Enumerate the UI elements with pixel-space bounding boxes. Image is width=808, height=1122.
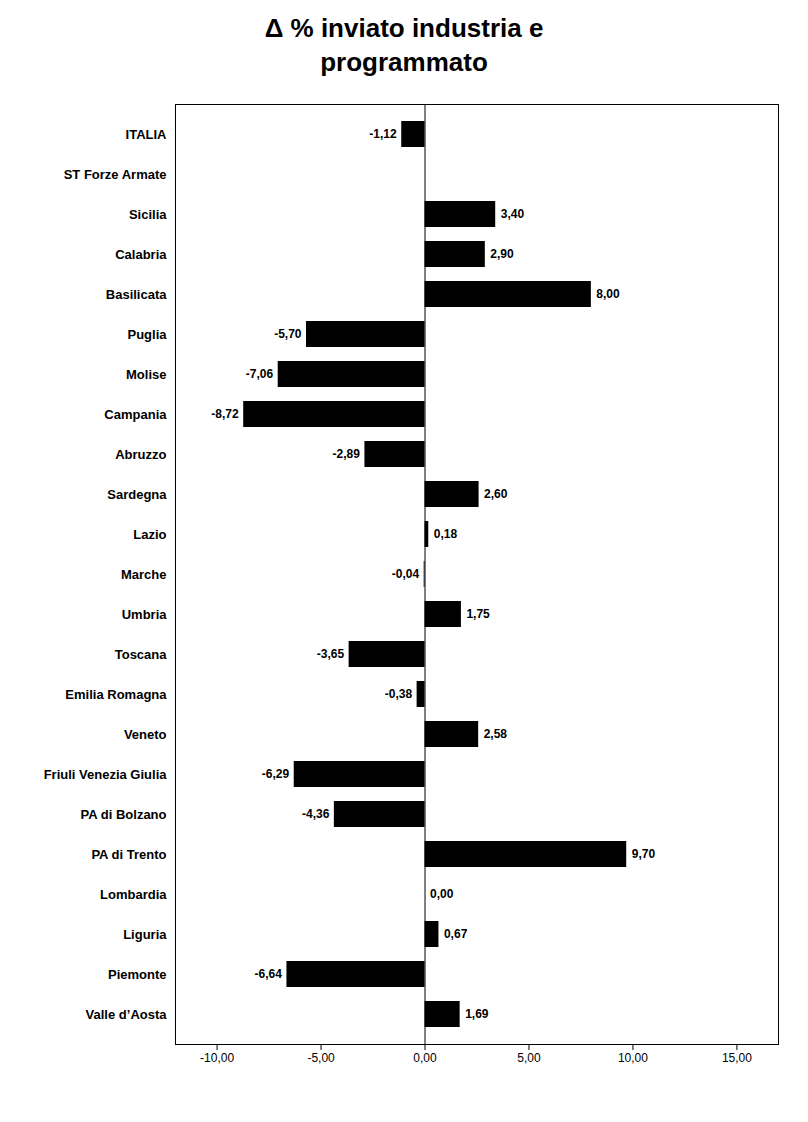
svg-text:Campania: Campania — [104, 406, 167, 421]
svg-text:Veneto: Veneto — [124, 726, 167, 741]
svg-text:Sardegna: Sardegna — [107, 486, 167, 501]
svg-text:0,18: 0,18 — [434, 527, 458, 541]
svg-text:Basilicata: Basilicata — [106, 286, 167, 301]
svg-text:Umbria: Umbria — [122, 606, 168, 621]
svg-text:-1,12: -1,12 — [369, 127, 397, 141]
svg-text:1,69: 1,69 — [465, 1007, 489, 1021]
svg-text:Emilia Romagna: Emilia Romagna — [65, 686, 167, 701]
svg-text:Toscana: Toscana — [115, 646, 168, 661]
svg-text:Molise: Molise — [126, 366, 166, 381]
svg-text:-3,65: -3,65 — [317, 647, 345, 661]
svg-text:PA di Trento: PA di Trento — [91, 846, 166, 861]
svg-text:Lazio: Lazio — [133, 526, 166, 541]
svg-text:Friuli Venezia Giulia: Friuli Venezia Giulia — [44, 766, 168, 781]
svg-text:0,00: 0,00 — [430, 887, 454, 901]
svg-text:0,00: 0,00 — [413, 1051, 437, 1065]
svg-text:PA di Bolzano: PA di Bolzano — [81, 806, 167, 821]
svg-text:Sicilia: Sicilia — [129, 206, 167, 221]
svg-text:Abruzzo: Abruzzo — [115, 446, 166, 461]
svg-text:2,58: 2,58 — [484, 727, 508, 741]
svg-text:-6,29: -6,29 — [262, 767, 290, 781]
svg-text:2,60: 2,60 — [484, 487, 508, 501]
svg-text:-8,72: -8,72 — [211, 407, 239, 421]
svg-text:2,90: 2,90 — [490, 247, 514, 261]
svg-text:Piemonte: Piemonte — [108, 966, 167, 981]
svg-text:-10,00: -10,00 — [200, 1051, 234, 1065]
svg-text:-5,00: -5,00 — [307, 1051, 335, 1065]
svg-text:-0,04: -0,04 — [392, 567, 420, 581]
svg-text:ST Forze Armate: ST Forze Armate — [64, 166, 167, 181]
svg-text:Puglia: Puglia — [127, 326, 167, 341]
svg-text:Liguria: Liguria — [123, 926, 167, 941]
svg-text:-0,38: -0,38 — [385, 687, 413, 701]
svg-text:-2,89: -2,89 — [333, 447, 361, 461]
svg-text:Valle d’Aosta: Valle d’Aosta — [86, 1006, 168, 1021]
svg-text:-7,06: -7,06 — [246, 367, 274, 381]
svg-text:15,00: 15,00 — [722, 1051, 752, 1065]
svg-text:8,00: 8,00 — [596, 287, 620, 301]
html-text:Δ % inviato industria e progra: Δ % inviato industria e programmato — [264, 13, 544, 77]
svg-text:Lombardia: Lombardia — [100, 886, 167, 901]
svg-text:1,75: 1,75 — [466, 607, 490, 621]
svg-text:10,00: 10,00 — [618, 1051, 648, 1065]
svg-text:-6,64: -6,64 — [255, 967, 283, 981]
svg-text:9,70: 9,70 — [632, 847, 656, 861]
svg-text:-4,36: -4,36 — [302, 807, 330, 821]
svg-text:ITALIA: ITALIA — [126, 126, 168, 141]
svg-text:5,00: 5,00 — [517, 1051, 541, 1065]
svg-text:-5,70: -5,70 — [274, 327, 302, 341]
svg-text:0,67: 0,67 — [444, 927, 468, 941]
svg-text:3,40: 3,40 — [501, 207, 525, 221]
svg-text:Calabria: Calabria — [115, 246, 167, 261]
svg-text:Marche: Marche — [121, 566, 167, 581]
